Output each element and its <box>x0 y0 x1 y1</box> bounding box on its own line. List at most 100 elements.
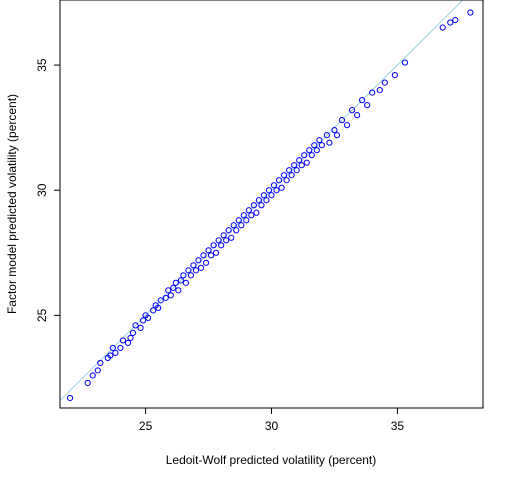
data-point <box>301 152 308 159</box>
data-point <box>97 359 104 367</box>
data-point <box>238 222 245 229</box>
data-point <box>243 217 250 224</box>
data-point <box>195 257 202 264</box>
data-point <box>240 212 247 219</box>
y-axis: 25 30 35 <box>35 58 60 322</box>
data-point <box>273 187 280 194</box>
data-point <box>94 367 101 374</box>
data-point <box>225 227 232 234</box>
data-point <box>288 172 295 179</box>
x-tick-label: 25 <box>139 419 153 433</box>
data-point <box>278 184 285 191</box>
data-point <box>253 209 260 216</box>
data-point <box>401 59 409 66</box>
data-point <box>447 19 454 26</box>
data-point <box>197 264 205 271</box>
data-point <box>245 207 252 214</box>
data-point <box>165 287 172 294</box>
data-point <box>170 284 177 291</box>
data-point <box>439 24 446 31</box>
data-point <box>215 237 222 244</box>
data-point <box>112 349 119 357</box>
data-point <box>331 127 338 134</box>
data-point <box>220 232 227 239</box>
data-point <box>167 292 174 299</box>
data-point <box>323 132 330 139</box>
data-point <box>452 16 459 24</box>
data-point <box>200 252 207 259</box>
x-tick-label: 30 <box>265 419 279 433</box>
data-point <box>268 192 275 199</box>
data-point <box>109 344 116 352</box>
data-point <box>258 202 265 209</box>
data-point <box>157 297 164 304</box>
data-point <box>182 279 189 286</box>
data-point <box>359 97 366 104</box>
data-point <box>127 334 134 342</box>
x-tick-label: 35 <box>391 419 405 433</box>
data-point <box>190 262 197 269</box>
data-point <box>185 267 192 274</box>
data-point <box>298 162 305 169</box>
data-point <box>250 202 257 209</box>
data-point <box>84 379 91 387</box>
data-point <box>260 192 268 199</box>
data-point <box>107 352 114 359</box>
plot-background <box>60 0 483 408</box>
data-point <box>306 147 313 154</box>
data-point <box>326 139 333 146</box>
data-point <box>66 394 74 402</box>
x-axis: 25 30 35 <box>139 408 404 433</box>
data-point <box>230 222 237 229</box>
data-point <box>218 242 225 249</box>
data-point <box>223 237 230 244</box>
data-point <box>255 197 263 204</box>
data-point <box>270 182 278 189</box>
data-point <box>275 177 283 184</box>
y-axis-label: Factor model predicted volatility (perce… <box>5 94 19 314</box>
data-point <box>132 322 139 329</box>
data-point <box>155 304 162 311</box>
data-point <box>150 307 157 314</box>
data-point <box>318 142 325 149</box>
data-point <box>192 267 200 274</box>
x-axis-label: Ledoit-Wolf predicted volatility (percen… <box>166 453 377 467</box>
data-point <box>187 272 195 279</box>
data-point <box>177 277 184 284</box>
y-tick-label: 30 <box>35 183 49 197</box>
data-point <box>381 79 388 86</box>
data-point <box>369 89 376 96</box>
data-point <box>213 249 220 256</box>
data-point <box>333 132 341 139</box>
data-point <box>172 279 179 286</box>
data-point <box>265 187 273 194</box>
data-point <box>296 157 303 164</box>
data-point <box>180 272 187 279</box>
data-point <box>283 177 290 184</box>
data-point <box>308 152 315 159</box>
data-point <box>391 71 398 79</box>
data-point <box>139 317 147 324</box>
data-point <box>364 102 371 109</box>
data-point <box>129 329 137 337</box>
data-point <box>205 247 212 254</box>
data-point <box>235 217 242 224</box>
data-point <box>313 147 320 154</box>
data-point <box>124 339 132 347</box>
data-point <box>316 137 323 144</box>
data-point <box>291 162 298 169</box>
points-layer <box>66 9 474 402</box>
data-point <box>202 259 210 266</box>
data-point <box>175 287 182 294</box>
data-point <box>145 314 152 321</box>
data-point <box>338 117 346 124</box>
data-point <box>233 227 240 234</box>
data-point <box>303 159 310 166</box>
data-point <box>207 252 215 259</box>
data-point <box>467 9 474 16</box>
data-point <box>348 107 356 114</box>
data-point <box>263 197 270 204</box>
data-point <box>354 112 361 119</box>
data-point <box>343 122 351 129</box>
